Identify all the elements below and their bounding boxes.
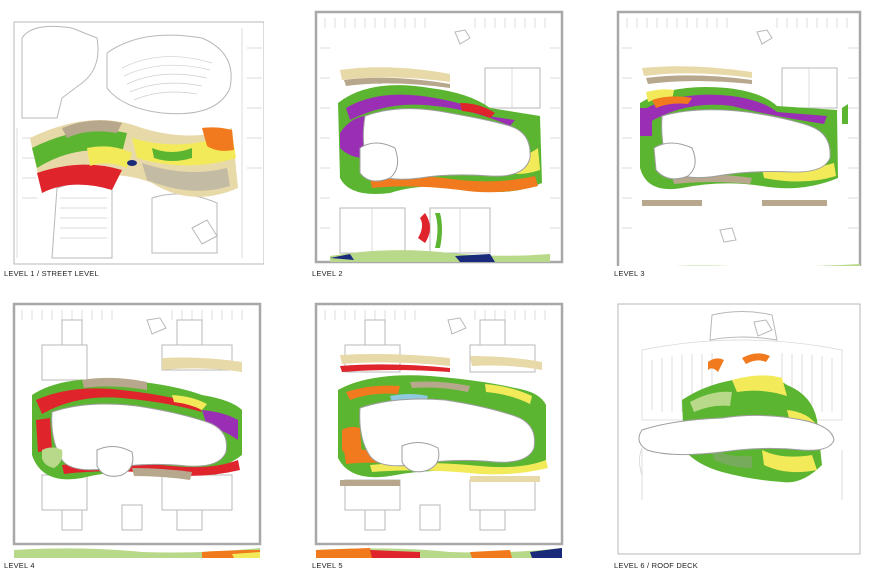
level-5-caption: LEVEL 5	[312, 561, 343, 570]
level-1-caption: LEVEL 1 / STREET LEVEL	[4, 269, 99, 278]
plan-level-1: LEVEL 1 / STREET LEVEL	[2, 8, 264, 278]
level-4-drawing	[12, 302, 262, 558]
plan-level-6: LEVEL 6 / ROOF DECK	[612, 300, 874, 570]
level-2-caption: LEVEL 2	[312, 269, 343, 278]
level-6-caption: LEVEL 6 / ROOF DECK	[614, 561, 698, 570]
plan-level-4: LEVEL 4	[2, 300, 264, 570]
level-3-caption: LEVEL 3	[614, 269, 645, 278]
plan-level-2: LEVEL 2	[310, 8, 572, 278]
plan-level-5: LEVEL 5	[310, 300, 572, 570]
level-5-drawing	[314, 302, 564, 558]
level-4-caption: LEVEL 4	[4, 561, 35, 570]
level-2-drawing	[314, 10, 564, 264]
level-3-drawing	[616, 10, 862, 266]
level-1-drawing	[13, 21, 264, 265]
level-6-drawing	[617, 303, 861, 555]
plan-level-3: LEVEL 3	[612, 8, 874, 278]
